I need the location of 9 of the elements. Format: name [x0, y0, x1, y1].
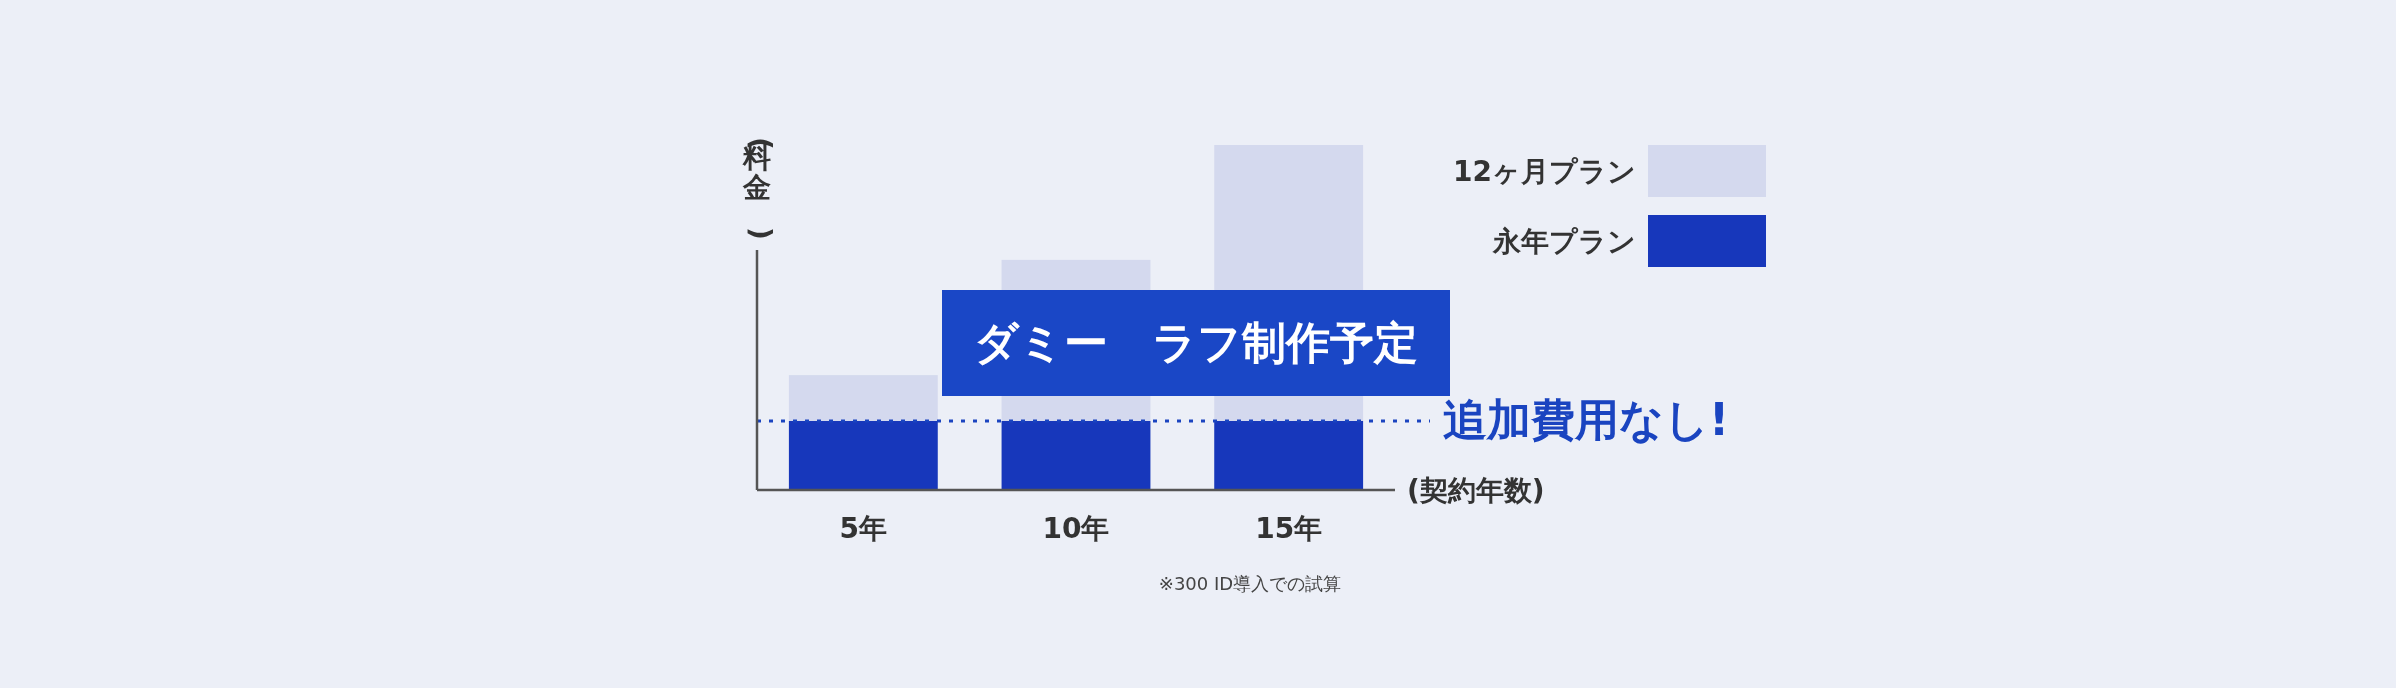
x-tick-label: 10年 — [1042, 512, 1110, 545]
text: ※300 ID導入での試算 — [1158, 573, 1342, 594]
ref-line-label: 追加費用なし! — [1443, 394, 1730, 445]
annotation: ダミー ラフ制作予定 — [974, 317, 1418, 368]
x-axis-title: (契約年数) — [1407, 474, 1545, 507]
x-tick-label: 5年 — [839, 512, 888, 545]
legend-label: 永年プラン — [1492, 225, 1636, 258]
legend-label: 12ヶ月プラン — [1453, 155, 1636, 188]
x-tick-label: 15年 — [1255, 512, 1323, 545]
